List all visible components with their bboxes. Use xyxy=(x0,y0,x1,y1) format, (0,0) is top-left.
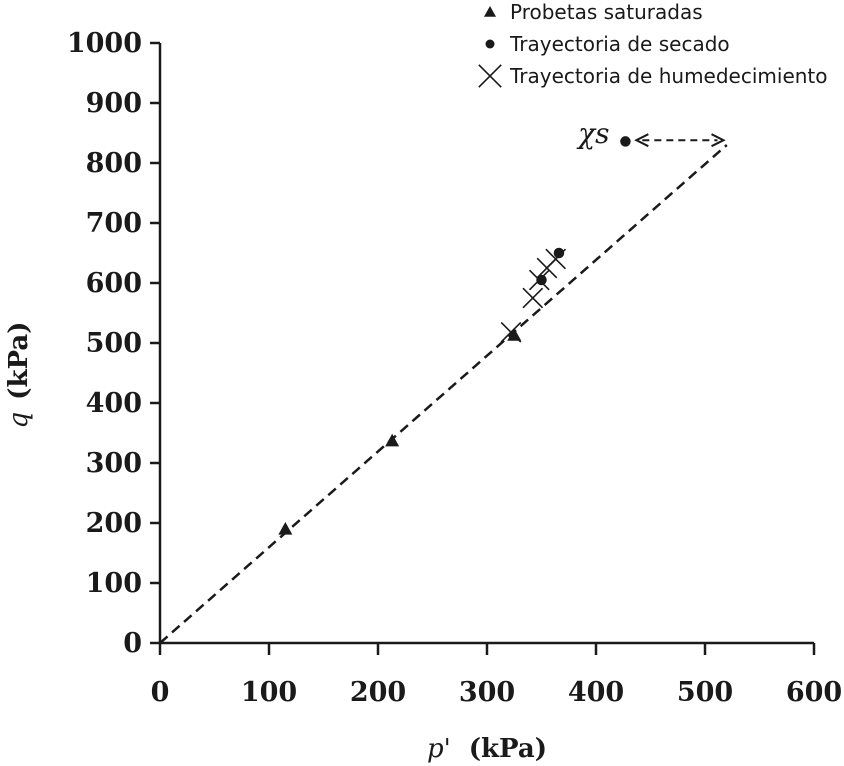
y-tick-label-500: 500 xyxy=(86,328,142,359)
annotation-arrow-head-right xyxy=(711,133,726,148)
y-tick-label-700: 700 xyxy=(86,208,142,239)
x-tick-label-200: 200 xyxy=(350,677,406,708)
series-1-point-2 xyxy=(620,136,631,147)
y-tick-label-100: 100 xyxy=(86,568,142,599)
legend-label-1: Trayectoria de secado xyxy=(509,32,730,56)
series-2-point-1-stroke-b xyxy=(522,287,544,309)
trend-line xyxy=(159,144,728,644)
x-tick-label-300: 300 xyxy=(459,677,515,708)
y-tick-label-900: 900 xyxy=(86,88,142,119)
series-2-point-0 xyxy=(500,321,522,343)
x-axis-title: p' (kPa) xyxy=(427,734,547,764)
x-tick-label-600: 600 xyxy=(786,677,842,708)
x-tick-label-500: 500 xyxy=(677,677,733,708)
legend-marker-2 xyxy=(478,64,502,88)
series-1-point-0 xyxy=(536,274,547,286)
legend-marker-0 xyxy=(484,6,496,17)
series-2-point-1 xyxy=(522,287,544,309)
legend-label-0: Probetas saturadas xyxy=(510,0,703,24)
series-2-point-0-stroke-b xyxy=(500,321,522,343)
y-tick-label-400: 400 xyxy=(86,388,142,419)
legend-marker-2-stroke-b xyxy=(478,64,502,88)
x-tick-label-400: 400 xyxy=(568,677,624,708)
legend-marker-1 xyxy=(485,39,495,49)
annotation-arrow-head-left xyxy=(634,133,649,148)
tick-marks xyxy=(150,41,816,655)
series-2-point-4-stroke-b xyxy=(545,248,567,270)
y-tick-label-1000: 1000 xyxy=(67,28,142,59)
y-tick-label-600: 600 xyxy=(86,268,142,299)
data-marks xyxy=(278,136,631,535)
trend-line-group xyxy=(159,144,728,644)
annotation-group: χs xyxy=(576,117,726,150)
axes xyxy=(158,43,814,645)
annotation-label: χs xyxy=(576,117,609,150)
legend-label-2: Trayectoria de humedecimiento xyxy=(509,64,828,88)
x-tick-label-0: 0 xyxy=(151,677,170,708)
series-2-point-2 xyxy=(528,269,550,291)
x-tick-label-100: 100 xyxy=(241,677,297,708)
y-tick-label-200: 200 xyxy=(86,508,142,539)
legend: Probetas saturadas Trayectoria de secado T… xyxy=(478,0,828,88)
series-2-point-2-stroke-b xyxy=(528,269,550,291)
series-2-point-4 xyxy=(545,248,567,270)
y-tick-label-800: 800 xyxy=(86,148,142,179)
series-0-point-0 xyxy=(278,522,293,535)
series-0-point-1 xyxy=(385,433,400,447)
series-1-point-1 xyxy=(553,247,565,259)
axis-labels: 0 100 200 300 400 500 600 700 800 900 1000 0 100 200 3… xyxy=(4,28,842,764)
y-axis-title: q(kPa) xyxy=(4,322,34,429)
y-tick-label-300: 300 xyxy=(86,448,142,479)
y-tick-label-0: 0 xyxy=(123,628,142,659)
